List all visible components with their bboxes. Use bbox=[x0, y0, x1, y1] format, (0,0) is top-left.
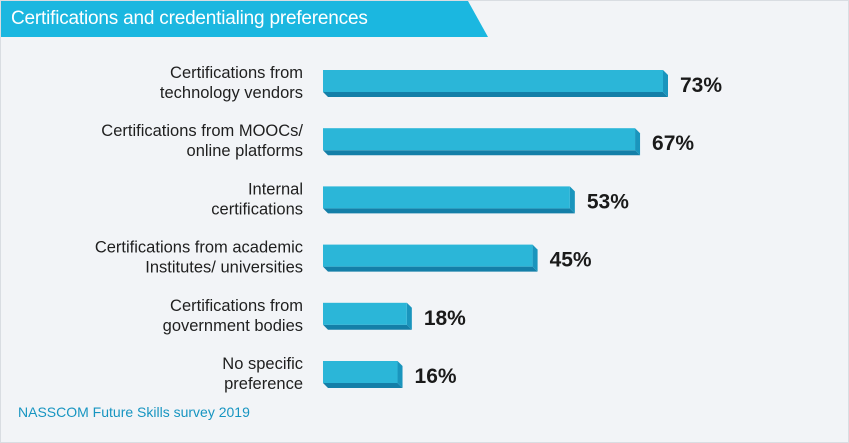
category-label-line: preference bbox=[224, 375, 303, 393]
source-note: NASSCOM Future Skills survey 2019 bbox=[18, 404, 250, 420]
bar-side-face bbox=[532, 244, 538, 272]
value-label: 45% bbox=[550, 249, 592, 272]
bar bbox=[323, 302, 407, 325]
bar bbox=[323, 70, 663, 92]
bar-bottom-face bbox=[323, 208, 575, 214]
bar-bottom-face bbox=[323, 150, 641, 156]
value-label: 73% bbox=[680, 74, 722, 97]
value-label: 53% bbox=[587, 190, 629, 213]
bar-side-face bbox=[397, 361, 403, 388]
category-label-line: Certifications from MOOCs/ bbox=[101, 122, 303, 140]
category-label-line: No specific bbox=[222, 355, 303, 373]
category-label-line: Internal bbox=[248, 180, 303, 198]
chart-title: Certifications and credentialing prefere… bbox=[11, 8, 368, 29]
category-label: Certifications from academic Institutes/ … bbox=[95, 239, 303, 277]
bar-row: Certifications from academic Institutes/ … bbox=[95, 239, 592, 277]
bar-side-face bbox=[635, 128, 641, 156]
bar-bottom-face bbox=[323, 383, 403, 388]
bar-row: No specific preference 16% bbox=[222, 355, 457, 393]
category-label-line: Certifications from academic bbox=[95, 239, 303, 257]
bar-bottom-face bbox=[323, 92, 668, 97]
category-label-line: certifications bbox=[211, 200, 303, 218]
category-label-line: Certifications from bbox=[170, 297, 303, 315]
title-banner: Certifications and credentialing prefere… bbox=[1, 1, 488, 37]
bar-row: Internal certifications 53% bbox=[211, 180, 629, 218]
value-label: 67% bbox=[652, 132, 694, 155]
bar bbox=[323, 186, 570, 209]
category-label-line: Institutes/ universities bbox=[145, 259, 303, 277]
bar-side-face bbox=[406, 302, 412, 330]
category-label-line: online platforms bbox=[187, 142, 303, 160]
category-label-line: Certifications from bbox=[170, 64, 303, 82]
category-label-line: technology vendors bbox=[160, 84, 303, 102]
bar-bottom-face bbox=[323, 324, 412, 330]
category-label: Certifications from technology vendors bbox=[160, 64, 303, 102]
category-label: Internal certifications bbox=[211, 180, 303, 218]
bar bbox=[323, 361, 398, 383]
bar-bottom-face bbox=[323, 266, 538, 272]
category-label-line: government bodies bbox=[163, 317, 303, 335]
bar-side-face bbox=[663, 70, 668, 97]
bar-row: Certifications from MOOCs/online platfor… bbox=[101, 122, 694, 160]
bar-row: Certifications from technology vendors 73% bbox=[160, 64, 722, 102]
bar-side-face bbox=[569, 186, 575, 214]
value-label: 16% bbox=[415, 365, 457, 388]
bar bbox=[323, 128, 636, 151]
value-label: 18% bbox=[424, 307, 466, 330]
bar-row: Certifications from government bodies 18% bbox=[163, 297, 467, 335]
category-label: No specific preference bbox=[222, 355, 303, 393]
bar bbox=[323, 244, 533, 267]
category-label: Certifications from MOOCs/online platfor… bbox=[101, 122, 303, 160]
category-label: Certifications from government bodies bbox=[163, 297, 303, 335]
